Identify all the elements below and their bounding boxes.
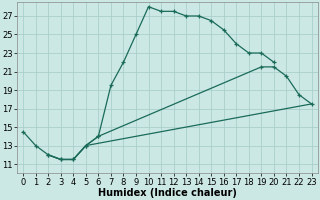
X-axis label: Humidex (Indice chaleur): Humidex (Indice chaleur) bbox=[98, 188, 237, 198]
